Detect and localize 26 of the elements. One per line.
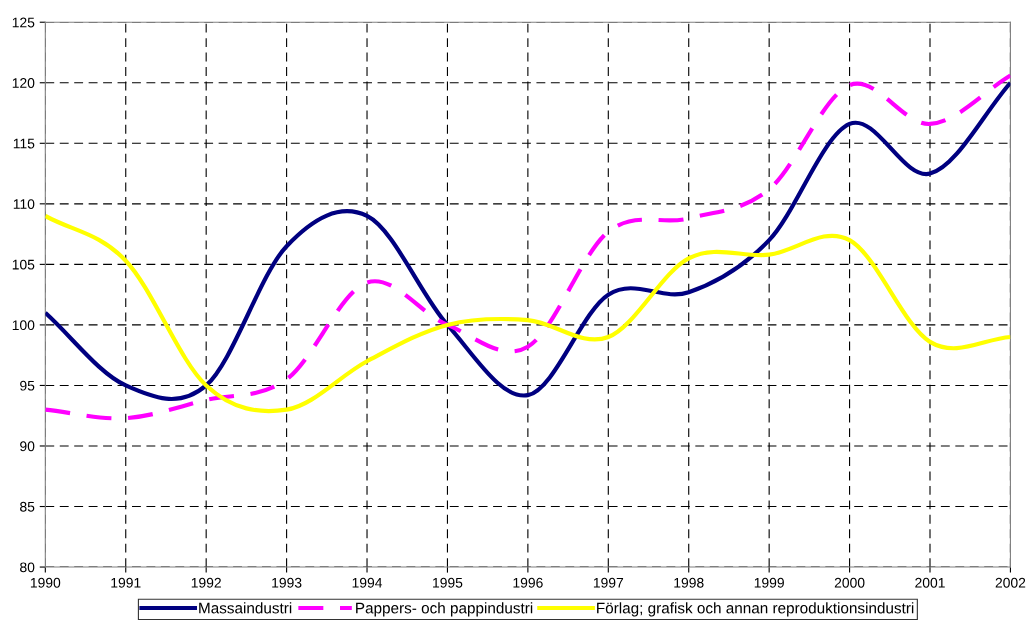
x-tick-label: 1991 [111, 577, 141, 588]
y-tick-label: 90 [20, 441, 35, 452]
y-tick-label: 110 [13, 199, 35, 209]
x-tick-label: 1993 [272, 577, 302, 588]
x-tick-label: 1992 [191, 577, 221, 588]
x-tick-label: 1990 [30, 577, 61, 588]
x-tick-label: 1994 [352, 577, 383, 588]
x-tick-label: 1996 [513, 577, 543, 588]
y-tick-label: 105 [12, 259, 35, 270]
x-tick-label: 1999 [754, 577, 784, 588]
y-tick-label: 115 [13, 138, 35, 149]
y-tick-label: 125 [12, 17, 35, 28]
x-tick-label: 2000 [834, 577, 865, 588]
y-tick-label: 120 [12, 78, 35, 88]
x-tick-label: 2001 [915, 577, 945, 588]
x-tick-label: 1997 [593, 577, 624, 588]
y-tick-label: 95 [20, 380, 35, 391]
y-tick-label: 85 [20, 501, 35, 512]
x-tick-label: 1995 [433, 577, 463, 588]
legend-label: Massaindustri [199, 602, 292, 614]
y-tick-label: 100 [12, 320, 35, 331]
y-tick-label: 80 [20, 562, 35, 573]
x-tick-label: 2002 [995, 577, 1026, 588]
legend-label: Pappers- och pappindustri [356, 602, 533, 617]
x-tick-label: 1998 [674, 577, 704, 588]
legend-label: Förlag; grafisk och annan reproduktionsindustri [597, 602, 914, 617]
